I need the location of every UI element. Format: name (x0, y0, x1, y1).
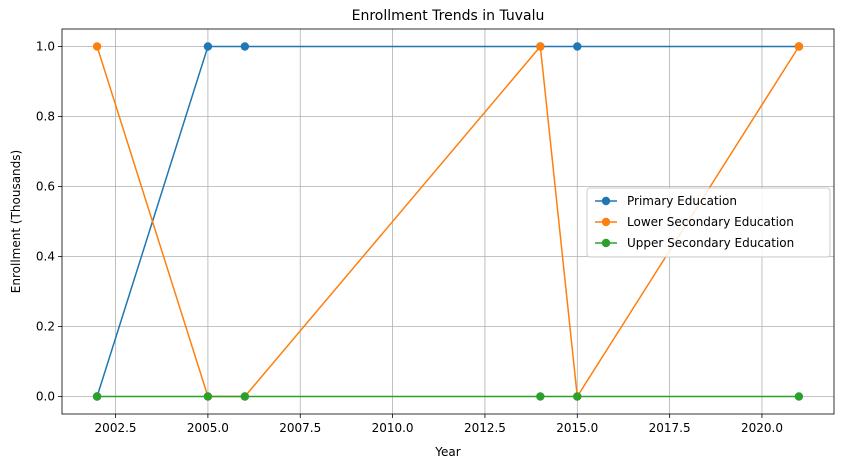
x-tick-label: 2005.0 (187, 421, 229, 435)
x-tick-label: 2017.5 (649, 421, 691, 435)
data-point (240, 392, 250, 401)
legend-item: Lower Secondary Education (595, 215, 794, 229)
legend-label: Upper Secondary Education (627, 236, 794, 250)
y-tick-label: 1.0 (36, 40, 55, 54)
data-point (536, 42, 545, 51)
x-tick-label: 2010.0 (372, 421, 414, 435)
y-tick-label: 0.4 (36, 250, 55, 264)
x-tick-label: 2020.0 (741, 421, 783, 435)
legend-item: Primary Education (595, 194, 737, 208)
x-tick-label: 2007.5 (279, 421, 321, 435)
x-tick-label: 2015.0 (556, 421, 598, 435)
series-line (96, 45, 799, 397)
data-point (92, 42, 102, 51)
legend-label: Lower Secondary Education (627, 215, 794, 229)
plot-frame (61, 28, 835, 415)
y-tick-label: 0.0 (36, 390, 55, 404)
series-3 (92, 392, 804, 401)
legend-marker (601, 217, 611, 227)
y-tick-label: 0.8 (36, 110, 55, 124)
series-line (96, 44, 800, 399)
legend-marker (601, 196, 611, 206)
legend-label: Primary Education (627, 194, 737, 208)
chart-title: Enrollment Trends in Tuvalu (352, 8, 545, 24)
data-point (240, 42, 250, 51)
legend: Primary Education Lower Secondary Educati… (586, 187, 831, 258)
legend-box (586, 187, 831, 258)
data-point (794, 42, 804, 51)
legend-marker (601, 238, 611, 248)
x-axis-title: Year (434, 445, 460, 459)
data-point (203, 392, 213, 401)
y-tick-label: 0.6 (36, 180, 55, 194)
data-point (573, 392, 582, 401)
x-tick-label: 2002.5 (95, 421, 137, 435)
data-point (203, 42, 213, 51)
data-point (573, 42, 582, 51)
legend-item: Upper Secondary Education (595, 236, 794, 250)
ticks: 2002.5 2005.0 2007.5 2010.0 2012.5 2015.0 2017… (36, 40, 783, 436)
y-tick-label: 0.2 (36, 320, 55, 334)
data-point (536, 392, 545, 401)
data-point (794, 392, 804, 401)
data-point (92, 392, 102, 401)
y-axis-title: Enrollment (Thousands) (9, 150, 23, 293)
x-tick-label: 2012.5 (464, 421, 506, 435)
series-layer (92, 42, 804, 401)
